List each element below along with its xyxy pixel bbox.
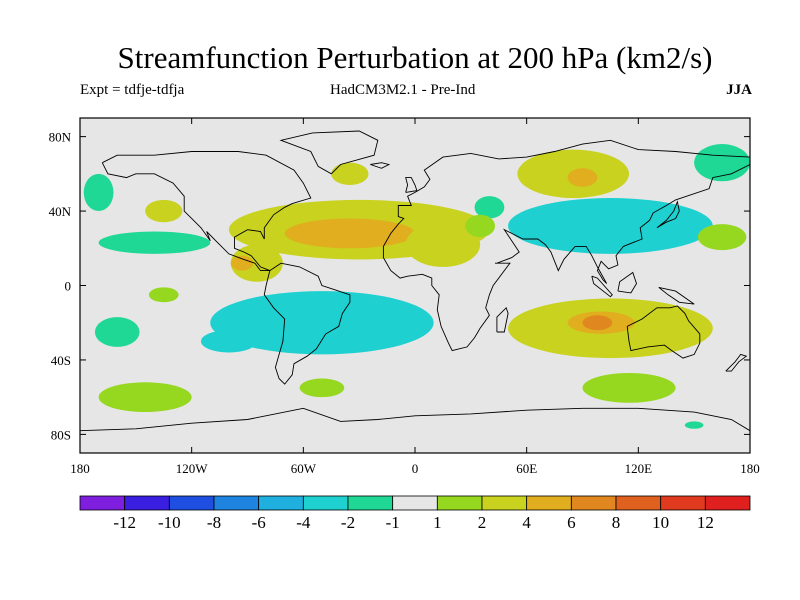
colorbar-label-0: -12 xyxy=(113,513,136,532)
colorbar: -12 -10 -8 -6 -4 -2 -1 1 2 4 6 8 10 12 xyxy=(79,495,751,532)
colorbar-label-11: 8 xyxy=(612,513,621,532)
colorbar-label-6: -1 xyxy=(386,513,400,532)
colorbar-swatch-10 xyxy=(526,495,572,511)
coastline-japan xyxy=(656,200,680,229)
anomaly-region-15 xyxy=(697,224,747,251)
anomaly-region-3 xyxy=(230,244,283,282)
season-label: JJA xyxy=(726,82,752,98)
coastline-britain xyxy=(405,177,418,193)
anomaly-region-24 xyxy=(94,317,140,347)
coastline-africa-eurasia xyxy=(382,139,750,352)
y-tick-label-0: 80N xyxy=(49,130,72,145)
y-tick-label-4: 80S xyxy=(51,427,71,442)
model-label: HadCM3M2.1 - Pre-Ind xyxy=(330,82,476,98)
anomaly-region-14 xyxy=(656,222,695,245)
coastlines xyxy=(80,130,750,432)
anomaly-region-5 xyxy=(331,162,369,185)
x-tick-label-6: 180 xyxy=(740,461,760,476)
colorbar-swatch-14 xyxy=(704,495,751,511)
coastline-antarctica xyxy=(80,407,750,432)
colorbar-swatch-0 xyxy=(79,495,126,511)
x-tick-label-3: 0 xyxy=(412,461,419,476)
colorbar-swatch-9 xyxy=(481,495,528,511)
anomaly-region-25 xyxy=(98,382,192,413)
x-tick-label-4: 60E xyxy=(516,461,537,476)
anomaly-region-17 xyxy=(465,214,496,238)
colorbar-swatch-6 xyxy=(347,495,394,511)
x-tick-label-5: 120E xyxy=(625,461,653,476)
colorbar-swatch-4 xyxy=(258,495,304,511)
anomaly-region-26 xyxy=(299,378,345,398)
axes: 180 120W 60W 0 60E 120E 180 80N 40N 0 40S 80S xyxy=(49,118,760,476)
coastline-borneo xyxy=(617,271,637,294)
coastline-south-america xyxy=(263,262,351,385)
x-tick-label-2: 60W xyxy=(291,461,317,476)
colorbar-swatch-8 xyxy=(436,495,483,511)
colorbar-label-13: 12 xyxy=(697,513,714,532)
experiment-label: Expt = tdfje-tdfja xyxy=(80,82,185,98)
x-tick-label-0: 180 xyxy=(70,461,90,476)
coastline-sumatra xyxy=(591,275,613,298)
colorbar-label-3: -6 xyxy=(252,513,266,532)
x-tick-label-1: 120W xyxy=(176,461,209,476)
colorbar-swatch-1 xyxy=(124,495,170,511)
colorbar-swatch-7 xyxy=(392,495,438,511)
colorbar-label-4: -4 xyxy=(296,513,311,532)
anomaly-region-29 xyxy=(684,421,704,429)
anomaly-region-4 xyxy=(230,255,254,271)
anomaly-region-16 xyxy=(474,196,505,219)
anomaly-region-7 xyxy=(98,231,211,254)
anomaly-region-27 xyxy=(582,372,676,403)
anomaly-region-9 xyxy=(567,168,598,187)
anomaly-region-28 xyxy=(148,287,179,303)
y-tick-label-1: 40N xyxy=(49,204,72,219)
colorbar-label-10: 6 xyxy=(567,513,576,532)
colorbar-label-2: -8 xyxy=(207,513,221,532)
anomaly-region-11 xyxy=(83,173,114,212)
y-tick-label-2: 0 xyxy=(65,279,72,294)
colorbar-swatch-12 xyxy=(615,495,662,511)
colorbar-swatch-5 xyxy=(302,495,349,511)
chart-title: Streamfunction Perturbation at 200 hPa (… xyxy=(117,40,713,75)
anomaly-region-13 xyxy=(573,214,611,238)
anomaly-region-6 xyxy=(145,199,183,223)
colorbar-label-5: -2 xyxy=(341,513,355,532)
anomaly-region-1 xyxy=(284,218,415,249)
anomaly-region-22 xyxy=(294,311,369,334)
anomaly-field xyxy=(83,144,750,429)
coastline-new-guinea xyxy=(658,286,695,305)
coastline-north-america xyxy=(101,151,312,272)
y-tick-label-3: 40S xyxy=(51,353,71,368)
colorbar-swatch-3 xyxy=(213,495,260,511)
colorbar-swatch-11 xyxy=(570,495,617,511)
colorbar-label-1: -10 xyxy=(158,513,181,532)
colorbar-label-9: 4 xyxy=(522,513,531,532)
anomaly-region-2 xyxy=(405,222,481,267)
colorbar-label-8: 2 xyxy=(478,513,487,532)
coastline-iceland xyxy=(370,162,391,169)
anomaly-region-20 xyxy=(582,315,613,331)
colorbar-swatch-13 xyxy=(660,495,706,511)
coastline-australia xyxy=(626,305,701,359)
coastline-greenland xyxy=(279,130,379,175)
colorbar-label-7: 1 xyxy=(433,513,442,532)
anomaly-region-23 xyxy=(200,330,257,353)
colorbar-swatch-2 xyxy=(168,495,215,511)
colorbar-label-12: 10 xyxy=(652,513,669,532)
coastline-new-zealand xyxy=(725,353,748,372)
coastline-madagascar xyxy=(496,306,509,333)
